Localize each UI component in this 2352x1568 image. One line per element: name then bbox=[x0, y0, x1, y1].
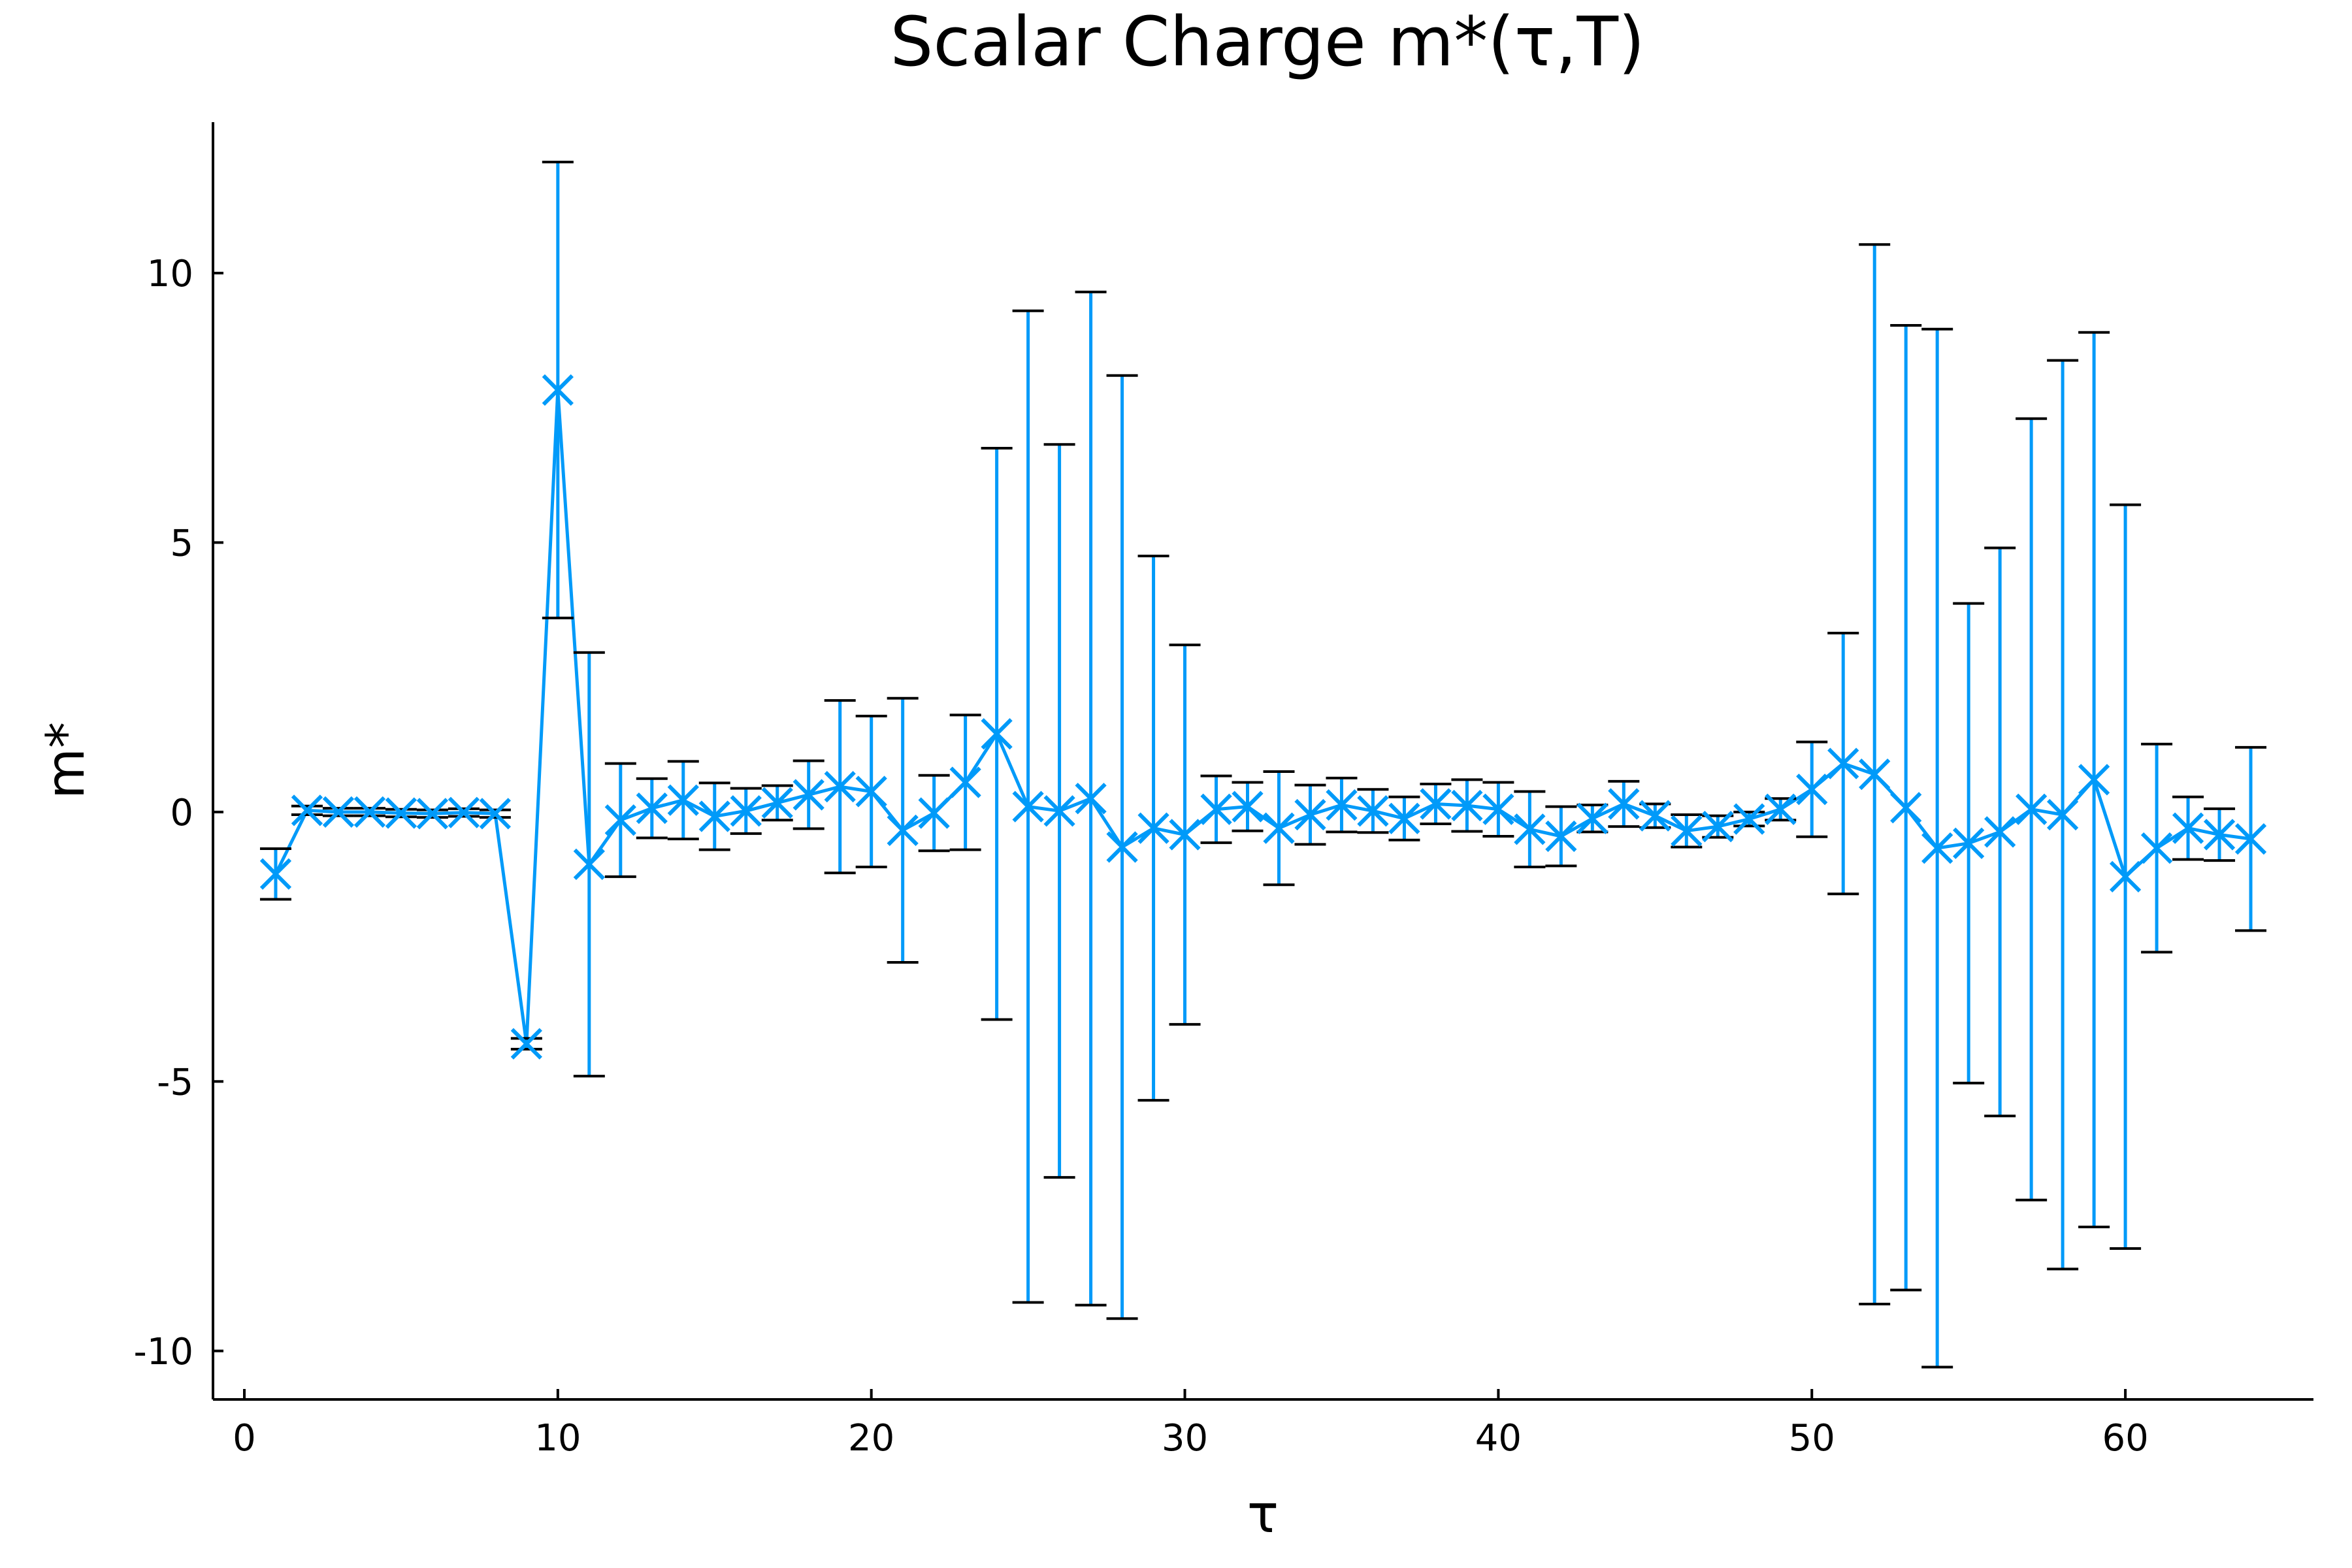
data-point-marker bbox=[1294, 798, 1326, 831]
x-axis-label: τ bbox=[1247, 1484, 1279, 1544]
y-axis-label: m* bbox=[35, 722, 96, 799]
data-point-marker bbox=[2016, 793, 2048, 825]
data-point-marker bbox=[2046, 798, 2079, 831]
data-point-marker bbox=[1702, 811, 1734, 843]
data-point-marker bbox=[1608, 788, 1640, 820]
x-tick-label: 0 bbox=[233, 1417, 256, 1460]
y-tick-label: -5 bbox=[157, 1061, 193, 1103]
data-point-marker bbox=[1482, 793, 1514, 825]
data-point-marker bbox=[1796, 774, 1828, 806]
data-point-marker bbox=[1859, 758, 1891, 791]
data-point-marker bbox=[1671, 815, 1703, 847]
data-point-marker bbox=[1106, 831, 1138, 863]
x-tick-label: 50 bbox=[1789, 1417, 1835, 1460]
data-point-marker bbox=[1232, 791, 1264, 823]
data-point-marker bbox=[949, 766, 981, 798]
data-point-marker bbox=[1890, 792, 1922, 824]
data-point-marker bbox=[698, 800, 730, 832]
data-point-marker bbox=[1953, 827, 1985, 859]
data-point-marker bbox=[1137, 812, 1169, 844]
data-point-marker bbox=[1200, 793, 1232, 825]
data-point-marker bbox=[416, 798, 449, 830]
series-line-group bbox=[274, 388, 2251, 1046]
data-point-marker bbox=[1733, 803, 1765, 835]
data-point-marker bbox=[824, 770, 856, 803]
data-point-marker bbox=[918, 797, 950, 829]
data-point-marker bbox=[385, 797, 417, 829]
data-point-marker bbox=[259, 858, 292, 890]
data-point-marker bbox=[322, 796, 355, 828]
data-point-marker bbox=[2109, 860, 2142, 892]
y-ticks: -10 -5 0 5 10 bbox=[134, 253, 223, 1373]
series-line bbox=[274, 388, 2251, 1046]
data-point-marker bbox=[1263, 812, 1295, 844]
data-point-marker bbox=[1075, 783, 1107, 815]
data-point-marker bbox=[1765, 793, 1797, 825]
data-point-marker bbox=[981, 718, 1013, 750]
data-point-marker bbox=[573, 848, 605, 881]
data-point-marker bbox=[1514, 813, 1546, 845]
data-point-marker bbox=[636, 792, 668, 825]
data-point-marker bbox=[1420, 788, 1452, 820]
data-point-marker bbox=[730, 795, 762, 827]
data-point-marker bbox=[1984, 816, 2016, 848]
y-tick-label: -10 bbox=[134, 1331, 193, 1373]
x-tick-label: 60 bbox=[2102, 1417, 2148, 1460]
data-point-marker bbox=[1639, 800, 1671, 832]
marker-group bbox=[259, 374, 2267, 1060]
data-point-marker bbox=[1169, 819, 1201, 851]
x-tick-label: 30 bbox=[1162, 1417, 1208, 1460]
y-tick-label: 0 bbox=[170, 792, 193, 834]
data-point-marker bbox=[667, 784, 699, 816]
x-tick-label: 10 bbox=[534, 1417, 581, 1460]
x-ticks: 0 10 20 30 40 50 60 bbox=[233, 1389, 2149, 1460]
data-point-marker bbox=[2140, 832, 2173, 864]
x-tick-label: 40 bbox=[1475, 1417, 1522, 1460]
data-point-marker bbox=[1043, 795, 1075, 827]
x-tick-label: 20 bbox=[848, 1417, 894, 1460]
data-point-marker bbox=[479, 798, 511, 830]
data-point-marker bbox=[887, 814, 919, 847]
data-point-marker bbox=[2234, 823, 2267, 855]
data-point-marker bbox=[291, 794, 323, 826]
data-point-marker bbox=[353, 796, 386, 828]
y-tick-label: 10 bbox=[147, 253, 193, 295]
data-point-marker bbox=[2203, 819, 2236, 851]
y-tick-label: 5 bbox=[170, 522, 193, 564]
data-point-marker bbox=[604, 804, 636, 836]
data-point-marker bbox=[510, 1028, 542, 1060]
data-point-marker bbox=[761, 787, 793, 819]
data-point-marker bbox=[1357, 795, 1389, 827]
data-point-marker bbox=[2078, 764, 2110, 796]
data-point-marker bbox=[1388, 802, 1420, 834]
data-point-marker bbox=[792, 779, 825, 811]
data-point-marker bbox=[448, 796, 480, 828]
data-point-marker bbox=[1451, 789, 1483, 822]
data-point-marker bbox=[1326, 789, 1358, 821]
data-point-marker bbox=[542, 374, 574, 406]
data-point-marker bbox=[1827, 747, 1859, 779]
data-point-marker bbox=[855, 776, 887, 808]
data-point-marker bbox=[1012, 791, 1044, 823]
chart-title: Scalar Charge m*(τ,T) bbox=[890, 2, 1644, 82]
data-point-marker bbox=[2172, 812, 2204, 844]
data-point-marker bbox=[1545, 820, 1577, 853]
data-point-marker bbox=[1576, 802, 1609, 834]
data-point-marker bbox=[1921, 832, 1953, 864]
